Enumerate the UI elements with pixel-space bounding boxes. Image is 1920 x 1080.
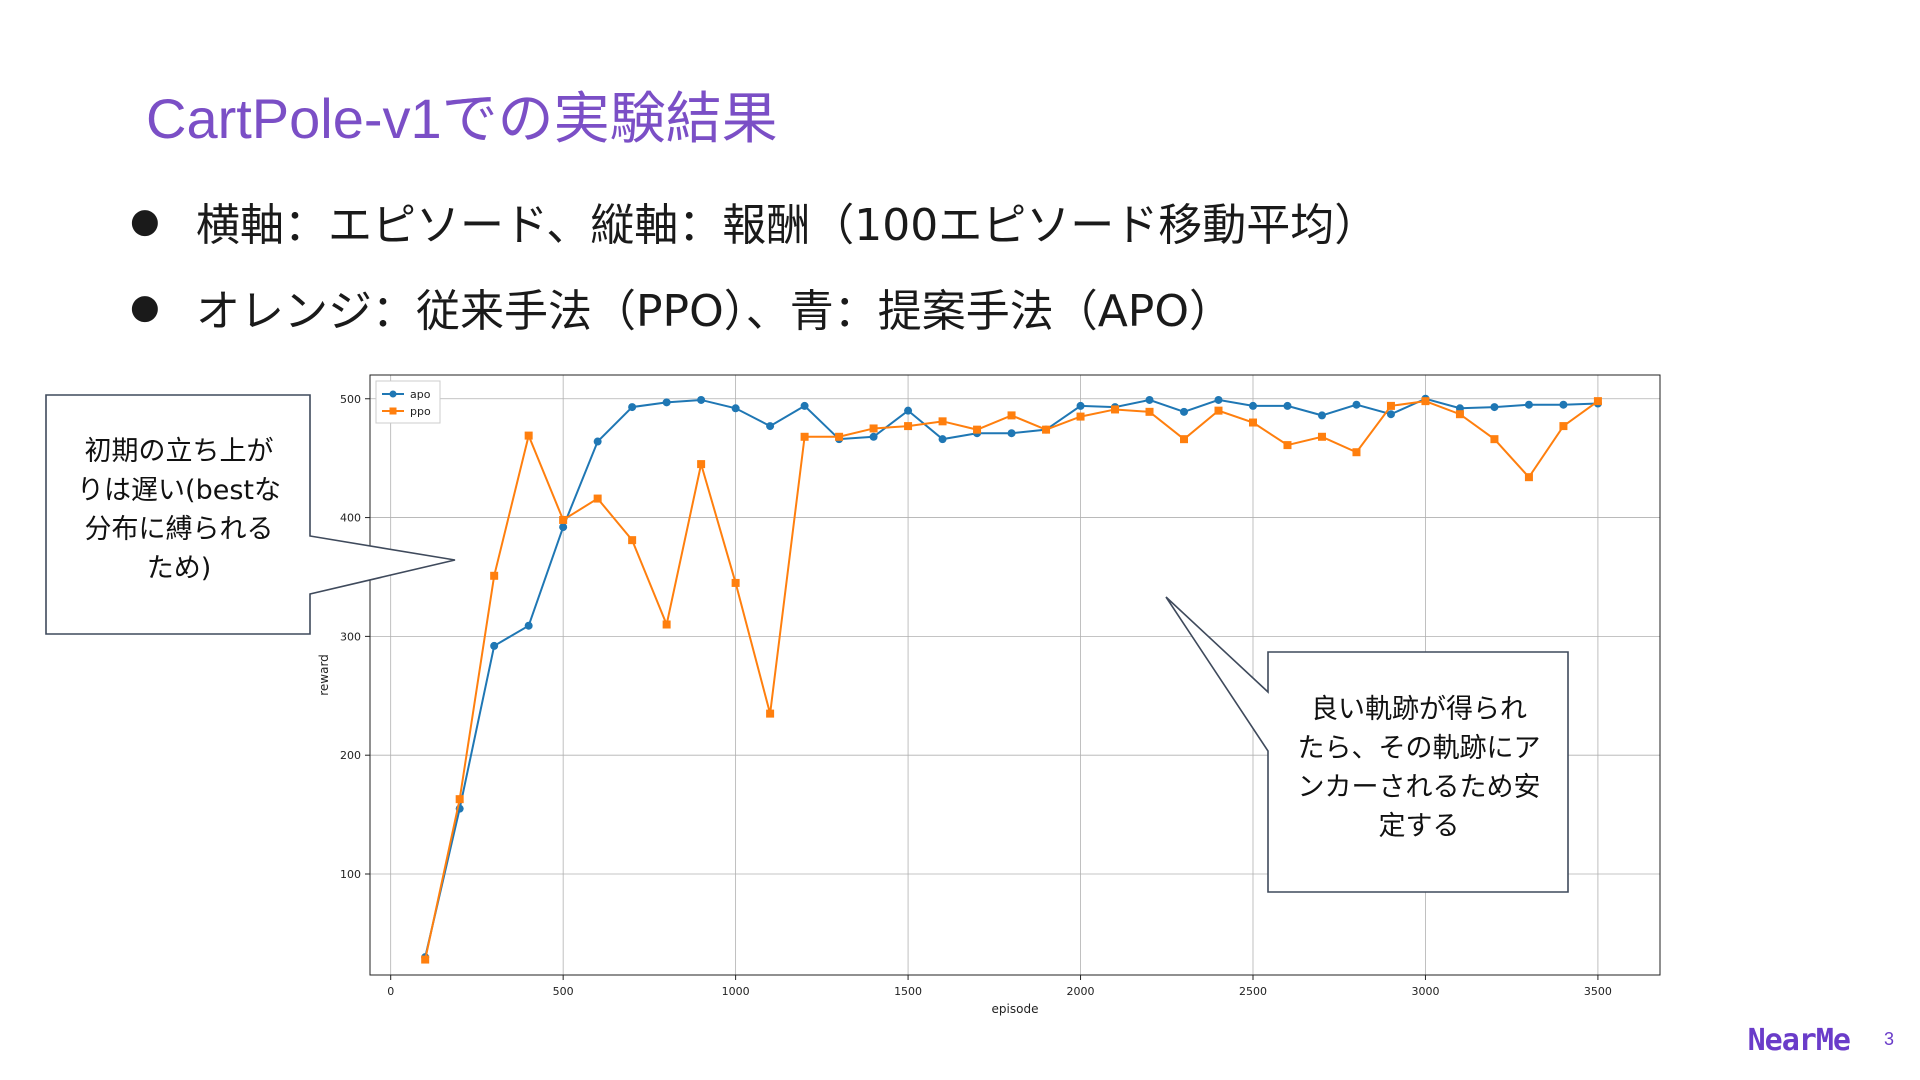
bullet-dot: ●: [130, 287, 160, 327]
data-point-apo: [1007, 429, 1016, 438]
series-ppo: [421, 397, 1602, 964]
plot-frame: [369, 374, 1661, 976]
data-point-ppo: [731, 578, 740, 587]
data-point-apo: [1076, 401, 1085, 410]
data-point-ppo: [1421, 397, 1430, 406]
y-axis-label: reward: [317, 654, 331, 696]
series-apo: [421, 394, 1602, 962]
bullet-list: ● 横軸：エピソード、縦軸：報酬（100エピソード移動平均） ● オレンジ：従来…: [130, 178, 1378, 350]
bullet-text: オレンジ：従来手法（PPO）、青：提案手法（APO）: [196, 286, 1233, 337]
data-point-ppo: [524, 431, 533, 440]
data-point-ppo: [421, 955, 430, 964]
x-tick-label: 1500: [894, 985, 922, 998]
data-point-ppo: [1145, 407, 1154, 416]
data-point-ppo: [1283, 441, 1292, 450]
data-point-ppo: [1317, 432, 1326, 441]
legend: apo ppo: [375, 380, 441, 424]
legend-swatch-marker: [389, 407, 397, 415]
data-point-ppo: [766, 709, 775, 718]
data-point-apo: [1490, 403, 1499, 412]
data-point-ppo: [662, 620, 671, 629]
page-number: 3: [1883, 1029, 1894, 1049]
data-point-ppo: [1007, 411, 1016, 420]
data-point-ppo: [593, 494, 602, 503]
data-point-apo: [628, 403, 637, 412]
data-point-ppo: [490, 571, 499, 580]
data-point-ppo: [1386, 401, 1395, 410]
data-point-apo: [662, 398, 671, 407]
data-point-apo: [1559, 400, 1568, 409]
data-point-ppo: [1455, 410, 1464, 419]
data-point-ppo: [628, 536, 637, 545]
data-point-apo: [869, 432, 878, 441]
y-tick-label: 100: [340, 868, 361, 881]
data-point-apo: [490, 641, 499, 650]
data-point-apo: [938, 435, 947, 444]
y-tick-label: 500: [340, 393, 361, 406]
series-line-ppo: [424, 400, 1599, 960]
data-point-apo: [559, 523, 568, 532]
data-point-ppo: [904, 422, 913, 431]
callout-right-text: 良い軌跡が得られ たら、その軌跡にア ンカーされるため安 定する: [1297, 694, 1541, 842]
bullet-dot: ●: [130, 201, 160, 241]
data-point-apo: [1145, 395, 1154, 404]
data-point-apo: [1524, 400, 1533, 409]
legend-label: ppo: [410, 405, 431, 418]
data-point-apo: [524, 621, 533, 630]
legend-swatch-marker: [389, 390, 397, 398]
data-point-ppo: [455, 795, 464, 804]
data-point-ppo: [869, 424, 878, 433]
x-tick-label: 3500: [1584, 985, 1612, 998]
data-point-ppo: [1214, 406, 1223, 415]
data-point-apo: [1317, 411, 1326, 420]
data-point-apo: [1180, 407, 1189, 416]
bullet-item-colors: ● オレンジ：従来手法（PPO）、青：提案手法（APO）: [130, 264, 1378, 350]
data-point-ppo: [1490, 435, 1499, 444]
data-point-ppo: [1248, 418, 1257, 427]
data-point-ppo: [1593, 397, 1602, 406]
data-point-ppo: [973, 425, 982, 434]
data-point-ppo: [1042, 425, 1051, 434]
data-point-apo: [697, 395, 706, 404]
data-point-apo: [766, 422, 775, 431]
legend-label: apo: [410, 388, 431, 401]
data-point-apo: [1283, 401, 1292, 410]
data-point-ppo: [835, 432, 844, 441]
nearme-logo: NearMe: [1747, 1023, 1851, 1058]
data-point-apo: [731, 404, 740, 413]
x-tick-label: 1000: [722, 985, 750, 998]
data-point-apo: [1248, 401, 1257, 410]
x-tick-label: 2500: [1239, 985, 1267, 998]
x-tick-label: 3000: [1411, 985, 1439, 998]
data-point-apo: [1386, 410, 1395, 419]
data-point-ppo: [1111, 405, 1120, 414]
x-tick-label: 0: [387, 985, 394, 998]
data-point-ppo: [1559, 422, 1568, 431]
data-point-apo: [1214, 395, 1223, 404]
data-point-ppo: [1180, 435, 1189, 444]
callout-left-text: 初期の立ち上が りは遅い(bestな 分布に縛られる ため): [77, 436, 281, 584]
reward-line-chart: 0 500 1000 1500 2000 2500 3000 3500 100 200 300 400…: [317, 374, 1661, 1016]
data-point-ppo: [938, 417, 947, 426]
data-point-ppo: [559, 515, 568, 524]
bullet-item-axes: ● 横軸：エピソード、縦軸：報酬（100エピソード移動平均）: [130, 178, 1378, 264]
slide-title: CartPole-v1での実験結果: [146, 87, 778, 150]
data-point-ppo: [1524, 473, 1533, 482]
y-tick-label: 200: [340, 749, 361, 762]
data-point-apo: [800, 401, 809, 410]
data-point-apo: [1352, 400, 1361, 409]
y-tick-label: 300: [340, 630, 361, 643]
data-point-apo: [593, 437, 602, 446]
x-tick-label: 500: [553, 985, 574, 998]
x-axis-label: episode: [992, 1002, 1039, 1016]
x-tick-label: 2000: [1067, 985, 1095, 998]
data-point-ppo: [800, 432, 809, 441]
data-point-ppo: [697, 460, 706, 469]
bullet-text: 横軸：エピソード、縦軸：報酬（100エピソード移動平均）: [196, 200, 1379, 251]
data-point-ppo: [1352, 448, 1361, 457]
y-tick-label: 400: [340, 512, 361, 525]
series-line-apo: [424, 397, 1598, 958]
data-point-ppo: [1076, 412, 1085, 421]
data-point-apo: [904, 406, 913, 415]
